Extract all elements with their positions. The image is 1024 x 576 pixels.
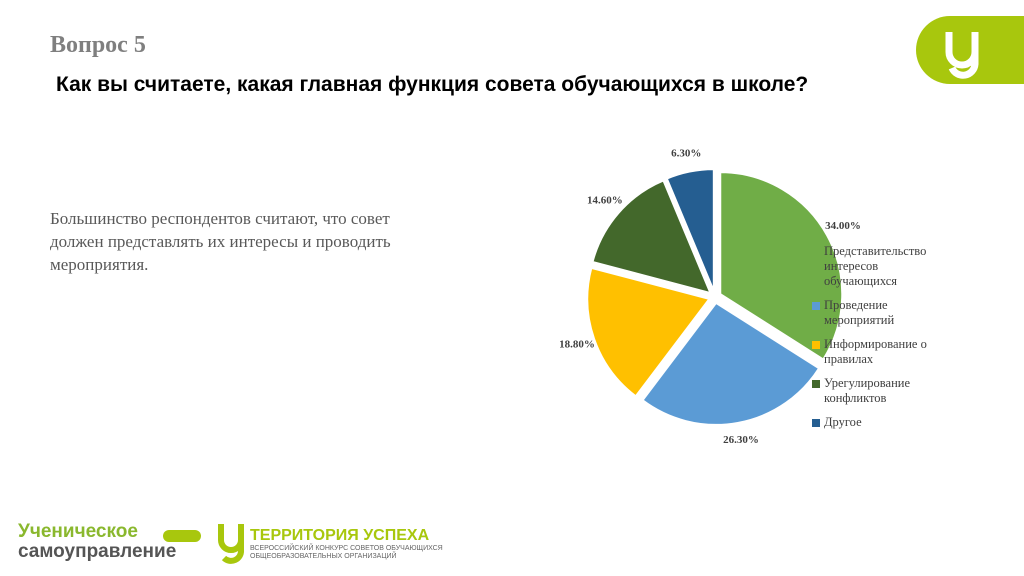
data-label: 6.30%	[671, 147, 701, 159]
legend-item: Информирование о правилах	[812, 337, 942, 367]
legend-item: Урегулирование конфликтов	[812, 376, 942, 406]
pie-slice	[719, 171, 844, 361]
legend-swatch	[812, 419, 820, 427]
legend-label: Представительство интересов обучающихся	[824, 244, 927, 288]
pie-slice	[641, 301, 821, 426]
legend-item: Проведение мероприятий	[812, 298, 942, 328]
data-label: 26.30%	[723, 434, 759, 446]
pie-slice	[591, 179, 713, 295]
legend-label: Урегулирование конфликтов	[824, 376, 911, 405]
legend-swatch	[812, 380, 820, 388]
logo-toggle	[163, 530, 201, 542]
question: Как вы считаете, какая главная функция с…	[56, 73, 809, 96]
legend: Представительство интересов обучающихся П…	[812, 244, 942, 439]
logo-left: Ученическое самоуправление	[18, 522, 176, 562]
legend-label: Проведение мероприятий	[824, 298, 895, 327]
pie-slice	[665, 168, 715, 292]
legend-item: Другое	[812, 415, 942, 430]
data-label: 34.00%	[825, 220, 861, 232]
logo-right-sub2: ОБЩЕОБРАЗОВАТЕЛЬНЫХ ОРГАНИЗАЦИЙ	[250, 553, 397, 560]
question-number: Вопрос 5	[50, 32, 146, 58]
legend-label: Информирование о правилах	[824, 337, 927, 366]
logo-right-glyph	[218, 524, 245, 564]
logo-right-sub1: ВСЕРОССИЙСКИЙ КОНКУРС СОВЕТОВ ОБУЧАЮЩИХС…	[250, 545, 443, 552]
data-label: 18.80%	[559, 338, 595, 350]
legend-swatch	[812, 341, 820, 349]
summary: Большинство респондентов считают, что со…	[50, 209, 391, 274]
logo-right-title: ТЕРРИТОРИЯ УСПЕХА	[250, 527, 430, 544]
logo-glyph	[945, 32, 979, 79]
legend-swatch	[812, 302, 820, 310]
logo-left-line1: Ученическое	[18, 521, 138, 542]
data-label: 14.60%	[587, 195, 623, 207]
logo-right-mark	[218, 524, 245, 564]
logo-left-line2: самоуправление	[18, 541, 177, 562]
logo-badge	[916, 16, 1024, 84]
logo-right-sub: ВСЕРОССИЙСКИЙ КОНКУРС СОВЕТОВ ОБУЧАЮЩИХС…	[250, 545, 443, 561]
legend-item: Представительство интересов обучающихся	[812, 244, 942, 289]
legend-swatch	[812, 248, 820, 256]
corner-logo	[916, 16, 1024, 84]
pie-slice	[586, 266, 712, 398]
legend-label: Другое	[824, 415, 862, 429]
